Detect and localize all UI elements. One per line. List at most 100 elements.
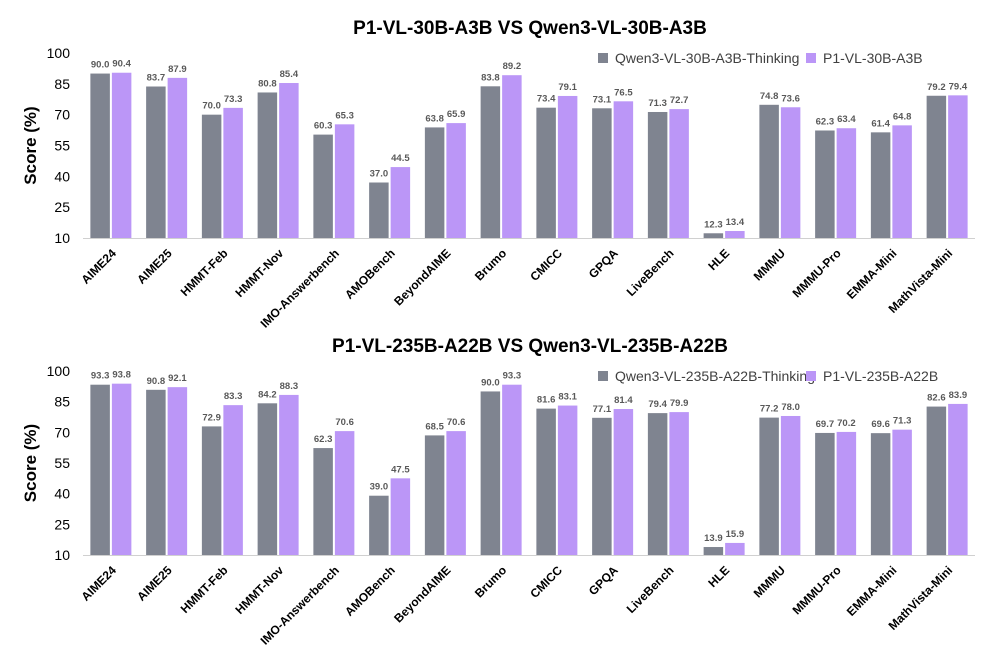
bar-livebench-p1 <box>669 412 689 555</box>
bar-mathvista-mini-qwen3 <box>926 406 947 555</box>
bar-hmmt-nov-p1 <box>279 394 299 555</box>
data-label: 82.6 <box>927 393 946 404</box>
y-tick-label: 40 <box>54 168 70 184</box>
bar-imo-answerbench-qwen3 <box>313 134 333 238</box>
bar-amobench-qwen3 <box>369 495 389 555</box>
y-tick-label: 25 <box>54 516 70 532</box>
data-label: 93.3 <box>91 371 110 382</box>
y-tick-label: 55 <box>54 455 70 471</box>
data-label: 81.6 <box>537 395 556 406</box>
bar-cmicc-p1 <box>557 405 578 555</box>
bar-mmmu-qwen3 <box>759 104 779 238</box>
bar-hle-p1 <box>725 542 745 555</box>
x-tick-label: HLE <box>705 563 732 590</box>
bar-aime24-p1 <box>111 72 132 238</box>
x-tick-label: MMMU-Pro <box>790 563 844 617</box>
bar-hmmt-feb-qwen3 <box>201 114 222 238</box>
data-label: 79.4 <box>648 399 667 410</box>
x-tick-label: MMMU <box>751 246 788 283</box>
data-label: 73.3 <box>224 94 243 105</box>
bar-brumo-qwen3 <box>480 391 501 555</box>
x-tick-label: CMICC <box>527 563 565 601</box>
y-tick-label: 10 <box>54 230 70 246</box>
y-axis-label: Score (%) <box>21 106 40 184</box>
data-label: 79.2 <box>927 82 946 93</box>
data-label: 90.0 <box>91 60 110 71</box>
data-label: 13.4 <box>726 217 745 228</box>
data-label: 90.8 <box>147 376 166 387</box>
bar-gpqa-p1 <box>613 409 634 555</box>
data-label: 89.2 <box>503 61 522 72</box>
x-tick-label: AMOBench <box>342 563 398 619</box>
y-tick-label: 85 <box>54 76 70 92</box>
bar-livebench-p1 <box>669 109 689 238</box>
chart-title: P1-VL-235B-A22B VS Qwen3-VL-235B-A22B <box>332 336 728 357</box>
bar-beyondaime-qwen3 <box>424 127 445 238</box>
data-label: 77.1 <box>593 404 612 415</box>
x-tick-label: HMMT-Feb <box>178 246 231 299</box>
bar-aime25-p1 <box>167 77 188 238</box>
x-tick-label: GPQA <box>586 563 621 598</box>
x-tick-label: BeyondAIME <box>391 563 453 625</box>
bar-hmmt-nov-p1 <box>279 83 299 238</box>
data-label: 69.7 <box>816 419 835 430</box>
x-tick-label: AIME25 <box>134 246 175 287</box>
data-label: 39.0 <box>370 482 389 493</box>
bar-aime25-qwen3 <box>146 389 166 555</box>
data-label: 83.8 <box>481 72 500 83</box>
x-tick-label: MMMU-Pro <box>790 246 844 300</box>
bar-beyondaime-qwen3 <box>424 435 445 555</box>
bar-amobench-p1 <box>390 167 411 238</box>
bar-gpqa-qwen3 <box>592 417 612 555</box>
chart-30b: P1-VL-30B-A3B VS Qwen3-VL-30B-A3B Score (… <box>21 18 975 331</box>
x-tick-label: MMMU <box>751 563 788 600</box>
data-label: 44.5 <box>391 153 410 164</box>
bar-aime24-qwen3 <box>90 73 110 238</box>
bar-cmicc-qwen3 <box>536 408 556 555</box>
data-label: 83.1 <box>558 392 577 403</box>
data-label: 92.1 <box>168 373 187 384</box>
data-label: 62.3 <box>816 116 835 127</box>
data-label: 79.4 <box>949 81 968 92</box>
bar-hmmt-nov-qwen3 <box>257 403 278 555</box>
y-tick-label: 70 <box>54 107 70 123</box>
y-tick-label: 100 <box>47 363 71 379</box>
data-label: 90.4 <box>112 59 131 70</box>
data-label: 65.9 <box>447 109 466 120</box>
data-label: 13.9 <box>704 533 723 544</box>
data-label: 78.0 <box>781 402 800 413</box>
bar-livebench-qwen3 <box>647 413 668 555</box>
data-label: 72.9 <box>202 412 221 423</box>
data-label: 87.9 <box>168 64 187 75</box>
legend-label-p1: P1-VL-30B-A3B <box>823 50 923 66</box>
bar-hmmt-feb-p1 <box>223 405 243 555</box>
legend-label-qwen3: Qwen3-VL-235B-A22B-Thinking <box>615 368 815 384</box>
x-tick-label: HLE <box>705 246 732 273</box>
bar-hmmt-feb-qwen3 <box>201 426 222 555</box>
bar-cmicc-p1 <box>557 95 578 238</box>
bar-hle-qwen3 <box>703 547 724 555</box>
x-tick-label: LiveBench <box>624 246 677 299</box>
data-label: 84.2 <box>258 389 277 400</box>
bar-emma-mini-qwen3 <box>870 433 891 555</box>
bar-gpqa-p1 <box>613 101 634 238</box>
data-label: 83.9 <box>949 390 968 401</box>
bar-aime24-p1 <box>111 383 132 555</box>
data-label: 88.3 <box>280 381 299 392</box>
data-label: 73.4 <box>537 94 556 105</box>
data-label: 79.1 <box>558 82 577 93</box>
bar-mmmu-qwen3 <box>759 417 779 555</box>
y-tick-label: 25 <box>54 199 70 215</box>
x-tick-label: HMMT-Feb <box>178 563 231 616</box>
bar-brumo-p1 <box>502 384 522 555</box>
data-label: 70.2 <box>837 418 856 429</box>
x-tick-label: EMMA-Mini <box>844 563 900 619</box>
y-tick-label: 40 <box>54 486 70 502</box>
bar-mmmu-pro-p1 <box>836 128 857 238</box>
data-label: 71.3 <box>648 98 667 109</box>
x-tick-label: EMMA-Mini <box>844 246 900 302</box>
bar-mmmu-pro-qwen3 <box>815 432 835 555</box>
bar-hmmt-nov-qwen3 <box>257 92 278 238</box>
data-label: 69.6 <box>871 419 890 430</box>
bar-mmmu-pro-p1 <box>836 431 857 555</box>
